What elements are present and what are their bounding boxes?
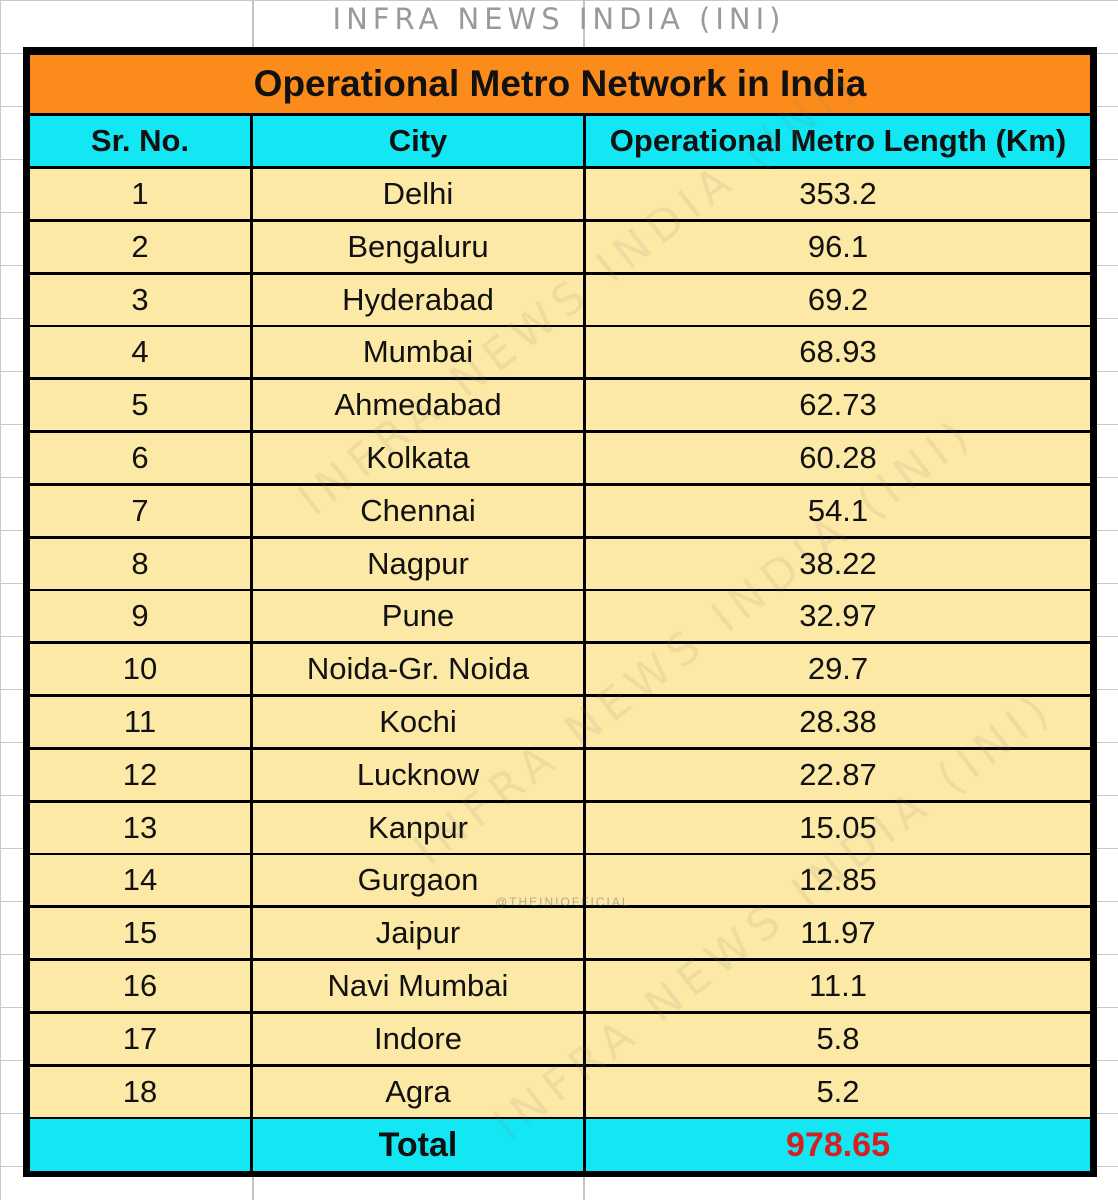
total-sr-cell — [30, 1119, 250, 1171]
sr-no-cell: 2 — [30, 222, 250, 272]
length-cell: 353.2 — [586, 169, 1090, 219]
city-cell: Navi Mumbai — [253, 961, 583, 1011]
length-cell: 22.87 — [586, 750, 1090, 800]
header-city: City — [253, 116, 583, 166]
table-row: 11 Kochi 28.38 — [30, 697, 1090, 747]
city-cell: Bengaluru — [253, 222, 583, 272]
table-row: 18 Agra 5.2 — [30, 1067, 1090, 1117]
city-cell: Noida-Gr. Noida — [253, 644, 583, 694]
table-row: 2 Bengaluru 96.1 — [30, 222, 1090, 272]
length-cell: 62.73 — [586, 380, 1090, 430]
city-cell: Jaipur — [253, 908, 583, 958]
city-cell: Indore — [253, 1014, 583, 1064]
city-cell: Lucknow — [253, 750, 583, 800]
table-row: 7 Chennai 54.1 — [30, 486, 1090, 536]
sr-no-cell: 5 — [30, 380, 250, 430]
table-row: 12 Lucknow 22.87 — [30, 750, 1090, 800]
length-cell: 32.97 — [586, 591, 1090, 641]
city-cell: Nagpur — [253, 539, 583, 589]
length-cell: 5.8 — [586, 1014, 1090, 1064]
city-cell: Mumbai — [253, 327, 583, 377]
length-cell: 15.05 — [586, 803, 1090, 853]
length-cell: 28.38 — [586, 697, 1090, 747]
table-row: 8 Nagpur 38.22 — [30, 539, 1090, 589]
sr-no-cell: 15 — [30, 908, 250, 958]
length-cell: 69.2 — [586, 275, 1090, 325]
sr-no-cell: 4 — [30, 327, 250, 377]
length-cell: 11.97 — [586, 908, 1090, 958]
length-cell: 54.1 — [586, 486, 1090, 536]
sr-no-cell: 11 — [30, 697, 250, 747]
table-row: 13 Kanpur 15.05 — [30, 803, 1090, 853]
city-cell: Hyderabad — [253, 275, 583, 325]
sr-no-cell: 14 — [30, 855, 250, 905]
city-cell: Ahmedabad — [253, 380, 583, 430]
table-row: 4 Mumbai 68.93 — [30, 327, 1090, 377]
city-cell: Kolkata — [253, 433, 583, 483]
watermark-header: INFRA NEWS INDIA (INI) — [332, 2, 786, 36]
header-length: Operational Metro Length (Km) — [586, 116, 1090, 166]
sr-no-cell: 6 — [30, 433, 250, 483]
sr-no-cell: 18 — [30, 1067, 250, 1117]
length-cell: 12.85 — [586, 855, 1090, 905]
table-title: Operational Metro Network in India — [30, 55, 1090, 113]
city-cell: Pune — [253, 591, 583, 641]
total-label: Total — [253, 1119, 583, 1171]
table-row: 16 Navi Mumbai 11.1 — [30, 961, 1090, 1011]
table-row: 9 Pune 32.97 — [30, 591, 1090, 641]
city-cell: Kochi — [253, 697, 583, 747]
sr-no-cell: 17 — [30, 1014, 250, 1064]
length-cell: 60.28 — [586, 433, 1090, 483]
length-cell: 29.7 — [586, 644, 1090, 694]
sr-no-cell: 10 — [30, 644, 250, 694]
table-row: 3 Hyderabad 69.2 — [30, 275, 1090, 325]
table-total-row: Total 978.65 — [30, 1119, 1090, 1171]
length-cell: 96.1 — [586, 222, 1090, 272]
city-cell: Gurgaon — [253, 855, 583, 905]
table-row: 6 Kolkata 60.28 — [30, 433, 1090, 483]
city-cell: Chennai — [253, 486, 583, 536]
total-value: 978.65 — [586, 1119, 1090, 1171]
table-row: 5 Ahmedabad 62.73 — [30, 380, 1090, 430]
table-row: 14 Gurgaon 12.85 — [30, 855, 1090, 905]
sr-no-cell: 3 — [30, 275, 250, 325]
table-header-row: Sr. No. City Operational Metro Length (K… — [30, 116, 1090, 166]
length-cell: 5.2 — [586, 1067, 1090, 1117]
city-cell: Agra — [253, 1067, 583, 1117]
city-cell: Delhi — [253, 169, 583, 219]
table-row: 17 Indore 5.8 — [30, 1014, 1090, 1064]
length-cell: 11.1 — [586, 961, 1090, 1011]
sr-no-cell: 7 — [30, 486, 250, 536]
sr-no-cell: 16 — [30, 961, 250, 1011]
table-row: 10 Noida-Gr. Noida 29.7 — [30, 644, 1090, 694]
sr-no-cell: 9 — [30, 591, 250, 641]
sr-no-cell: 13 — [30, 803, 250, 853]
length-cell: 68.93 — [586, 327, 1090, 377]
header-sr-no: Sr. No. — [30, 116, 250, 166]
sr-no-cell: 1 — [30, 169, 250, 219]
sr-no-cell: 8 — [30, 539, 250, 589]
table-row: 15 Jaipur 11.97 — [30, 908, 1090, 958]
city-cell: Kanpur — [253, 803, 583, 853]
sr-no-cell: 12 — [30, 750, 250, 800]
table-row: 1 Delhi 353.2 — [30, 169, 1090, 219]
length-cell: 38.22 — [586, 539, 1090, 589]
